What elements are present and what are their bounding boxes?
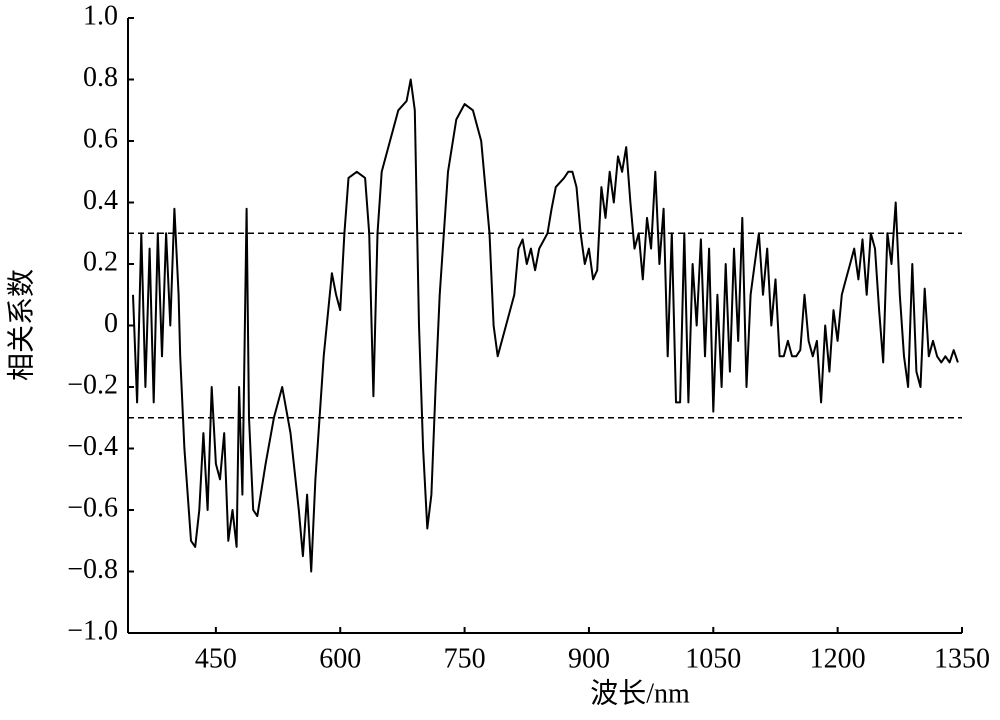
y-tick-label: 0.4 [83, 185, 118, 216]
y-tick-label: −0.2 [67, 369, 118, 400]
x-tick-label: 750 [444, 643, 486, 674]
x-tick-label: 600 [319, 643, 361, 674]
y-tick-label: −1.0 [67, 615, 118, 646]
y-tick-label: −0.4 [67, 431, 118, 462]
y-tick-label: 0.6 [83, 123, 118, 154]
y-tick-label: −0.8 [67, 554, 118, 585]
x-axis-label: 波长/nm [590, 677, 690, 709]
y-tick-label: −0.6 [67, 492, 118, 523]
y-tick-label: 0.8 [83, 62, 118, 93]
y-tick-label: 0 [104, 308, 118, 339]
x-tick-label: 1050 [685, 643, 741, 674]
y-tick-label: 0.2 [83, 246, 118, 277]
x-tick-label: 450 [195, 643, 237, 674]
x-tick-label: 1200 [810, 643, 866, 674]
y-tick-label: 1.0 [83, 0, 118, 31]
x-tick-label: 900 [568, 643, 610, 674]
data-line [132, 78, 959, 573]
y-axis-label: 相关系数 [5, 269, 37, 381]
x-tick-label: 1350 [934, 643, 990, 674]
